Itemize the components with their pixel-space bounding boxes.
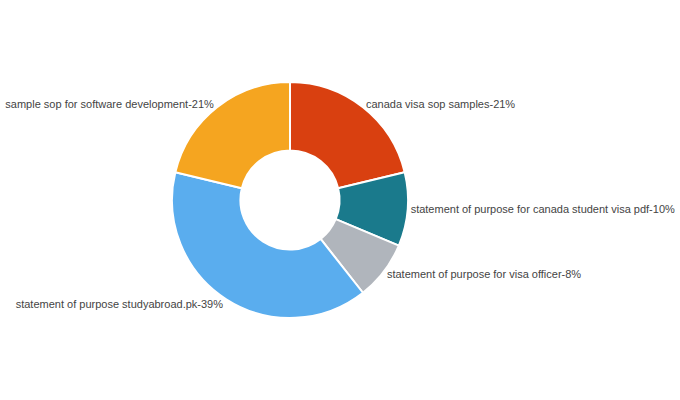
svg-text:statement of purpose for canad: statement of purpose for canada student … (411, 203, 675, 215)
svg-text:statement of purpose for visa: statement of purpose for visa officer-8% (387, 268, 581, 280)
svg-text:sample sop for software develo: sample sop for software development-21% (5, 98, 214, 110)
svg-text:statement of purpose studyabro: statement of purpose studyabroad.pk-39% (16, 298, 224, 310)
svg-text:canada visa sop samples-21%: canada visa sop samples-21% (366, 98, 515, 110)
